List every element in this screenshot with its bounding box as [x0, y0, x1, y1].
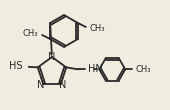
Text: N: N: [48, 52, 56, 62]
Text: N: N: [59, 80, 66, 90]
Text: HS: HS: [9, 61, 23, 71]
Text: CH₃: CH₃: [135, 65, 151, 74]
Text: CH₃: CH₃: [23, 28, 38, 38]
Text: HN: HN: [88, 64, 103, 74]
Text: N: N: [38, 80, 45, 90]
Text: CH₃: CH₃: [90, 24, 105, 32]
